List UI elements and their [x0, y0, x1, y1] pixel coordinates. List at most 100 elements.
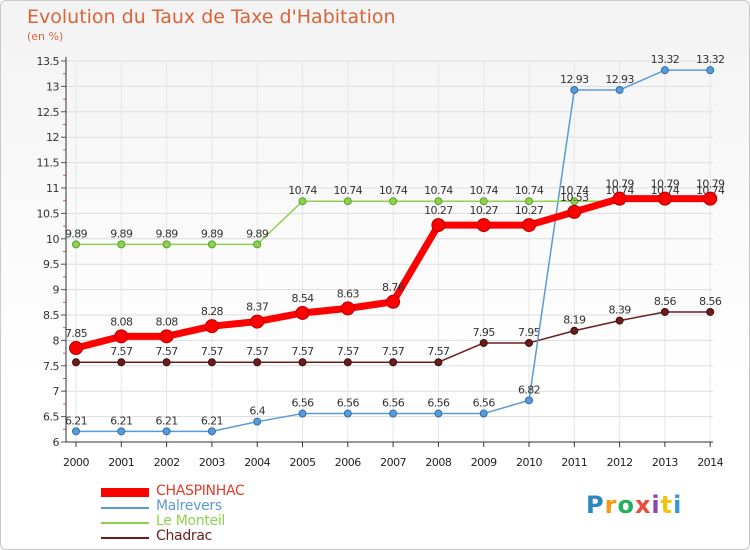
le-monteil-data-point [389, 197, 398, 206]
malrevers-data-label: 6.21 [110, 414, 132, 427]
chaspinhac-data-point [114, 329, 129, 344]
chadrac-data-label: 7.57 [427, 345, 450, 358]
chaspinhac-data-label: 7.85 [65, 327, 88, 340]
chaspinhac-data-point [657, 191, 672, 206]
chaspinhac-data-label: 10.27 [469, 204, 498, 217]
y-tick-label: 12.5 [37, 106, 60, 119]
le-monteil-data-point [253, 240, 262, 249]
chaspinhac-data-point [431, 218, 446, 233]
y-tick-label: 9.5 [43, 258, 59, 271]
le-monteil-data-label: 10.74 [379, 184, 408, 197]
le-monteil-data-point [162, 240, 171, 249]
chadrac-data-label: 7.57 [382, 345, 405, 358]
malrevers-data-label: 6.56 [382, 397, 405, 410]
chaspinhac-data-point [522, 218, 536, 233]
y-tick-label: 8.5 [43, 309, 59, 322]
chadrac-data-label: 8.39 [609, 304, 632, 317]
malrevers-data-point [162, 427, 171, 436]
y-tick-label: 6.5 [43, 411, 59, 424]
chaspinhac-data-label: 8.08 [110, 315, 133, 328]
y-tick-label: 9 [53, 284, 60, 297]
malrevers-data-point [207, 427, 216, 436]
x-tick-label: 2012 [607, 456, 633, 469]
le-monteil-data-point [479, 197, 488, 206]
le-monteil-data-label: 10.74 [605, 184, 634, 197]
le-monteil-data-label: 9.89 [156, 227, 179, 240]
malrevers-data-label: 6.56 [427, 397, 450, 410]
malrevers-data-point [117, 427, 126, 436]
legend-swatch [101, 522, 149, 524]
malrevers-data-label: 6.21 [201, 414, 223, 427]
chaspinhac-data-label: 10.53 [560, 191, 589, 204]
le-monteil-data-point [117, 240, 126, 249]
x-tick-label: 2007 [380, 456, 406, 469]
y-tick-label: 13 [46, 80, 59, 93]
le-monteil-data-point [298, 197, 307, 206]
le-monteil-data-label: 10.74 [424, 184, 453, 197]
logo-letter: x [634, 491, 652, 519]
y-axis-unit-label: (en %) [27, 30, 64, 43]
y-tick-label: 10.5 [37, 207, 60, 220]
chadrac-data-point [434, 358, 443, 367]
le-monteil-data-point [570, 197, 579, 206]
chaspinhac-data-label: 8.54 [291, 292, 314, 305]
chaspinhac-data-point [476, 218, 491, 233]
malrevers-data-label: 13.32 [696, 53, 725, 66]
chaspinhac-data-label: 8.63 [337, 287, 360, 300]
malrevers-data-label: 6.56 [291, 397, 314, 410]
chadrac-data-point [207, 358, 216, 367]
chaspinhac-data-label: 8.37 [246, 301, 269, 314]
malrevers-data-point [253, 417, 262, 426]
y-tick-label: 11.5 [37, 157, 60, 170]
chadrac-data-label: 8.19 [563, 314, 586, 327]
legend-label: Le Monteil [156, 513, 226, 529]
malrevers-data-point [298, 409, 307, 418]
y-tick-label: 6 [53, 436, 60, 449]
x-tick-label: 2002 [154, 456, 180, 469]
le-monteil-data-label: 10.74 [469, 184, 498, 197]
y-tick-label: 13.5 [37, 55, 60, 68]
malrevers-data-label: 12.93 [560, 73, 589, 86]
logo-letter: o [617, 491, 635, 519]
chaspinhac-data-label: 10.27 [424, 204, 453, 217]
chaspinhac-data-label: 8.08 [156, 315, 179, 328]
x-tick-label: 2000 [63, 456, 89, 469]
chadrac-data-label: 7.57 [201, 345, 224, 358]
le-monteil-data-label: 10.74 [560, 184, 589, 197]
chaspinhac-data-label: 8.28 [201, 305, 224, 318]
le-monteil-data-point [525, 197, 533, 206]
legend-label: CHASPINHAC [156, 483, 245, 499]
chadrac-data-point [162, 358, 171, 367]
chadrac-data-label: 7.57 [110, 345, 133, 358]
malrevers-data-label: 6.82 [518, 383, 540, 396]
y-tick-label: 7.5 [43, 360, 59, 373]
malrevers-data-label: 6.56 [473, 397, 496, 410]
le-monteil-data-label: 10.74 [515, 184, 544, 197]
malrevers-data-label: 6.21 [65, 414, 87, 427]
le-monteil-data-label: 10.74 [288, 184, 317, 197]
malrevers-data-point [343, 409, 352, 418]
le-monteil-data-point [72, 240, 80, 249]
chaspinhac-data-point [250, 314, 265, 329]
chadrac-data-point [117, 358, 126, 367]
chaspinhac-data-label: 10.27 [515, 204, 544, 217]
malrevers-data-point [72, 427, 80, 436]
malrevers-data-point [525, 396, 533, 405]
legend-swatch [101, 507, 149, 509]
le-monteil-data-label: 9.89 [201, 227, 224, 240]
chadrac-data-point [389, 358, 398, 367]
legend-swatch [101, 488, 149, 497]
le-monteil-data-label: 10.74 [651, 184, 680, 197]
logo-letter: P [586, 491, 605, 519]
legend-label: Chadrac [156, 528, 213, 544]
x-tick-label: 2004 [244, 456, 270, 469]
legend-swatch [101, 537, 149, 539]
malrevers-data-point [615, 85, 624, 94]
malrevers-data-point [706, 66, 715, 75]
malrevers-data-point [434, 409, 443, 418]
y-tick-label: 11 [46, 182, 59, 195]
legend-label: Malrevers [156, 498, 222, 514]
le-monteil-data-label: 10.74 [334, 184, 363, 197]
